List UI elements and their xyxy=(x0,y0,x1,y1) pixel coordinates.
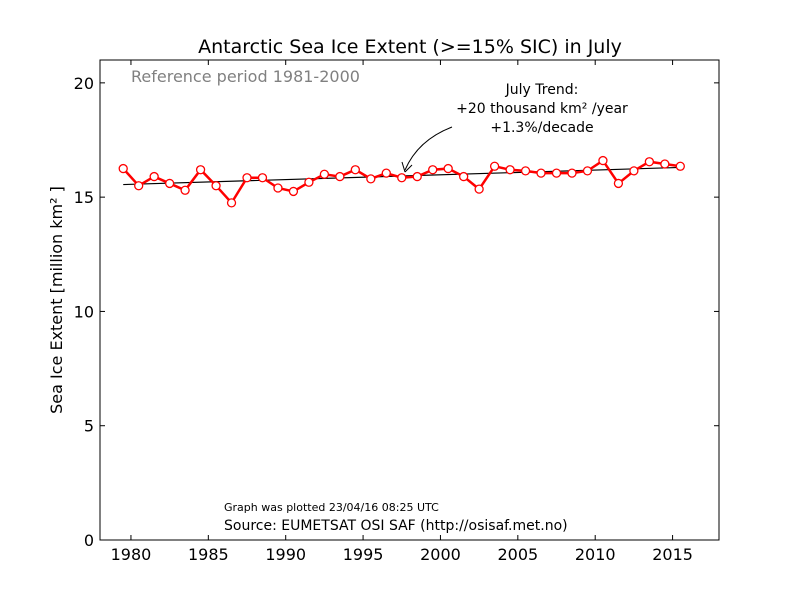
data-point xyxy=(629,166,639,176)
data-point xyxy=(412,171,422,182)
trend-title: July Trend: xyxy=(505,82,579,98)
y-axis-label: Sea Ice Extent [million km² ] xyxy=(47,186,66,414)
data-point xyxy=(443,163,453,174)
data-point xyxy=(381,168,391,178)
data-point xyxy=(273,183,283,193)
data-point xyxy=(428,165,438,175)
data-point xyxy=(520,166,531,176)
data-point xyxy=(505,165,515,175)
y-axis: 0 5 10 15 20 xyxy=(74,74,719,550)
trend-percent-label: +1.3%/decade xyxy=(490,120,593,136)
data-point xyxy=(211,181,221,191)
x-axis: 1980 1985 1990 1995 2000 2005 2010 2015 xyxy=(111,60,693,564)
data-points xyxy=(118,155,685,208)
data-point xyxy=(304,177,314,187)
x-tick-label: 2010 xyxy=(575,545,616,564)
x-tick-label: 1995 xyxy=(343,545,384,564)
data-point xyxy=(180,185,190,195)
data-point xyxy=(366,174,376,184)
plot-area xyxy=(99,59,720,541)
source-credit: Source: EUMETSAT OSI SAF (http://osisaf.… xyxy=(224,518,568,534)
x-tick-label: 1985 xyxy=(188,545,229,564)
data-point xyxy=(489,161,500,171)
data-point xyxy=(288,186,299,197)
data-point xyxy=(134,181,144,191)
data-point xyxy=(350,165,360,175)
data-point xyxy=(164,178,175,189)
x-tick-label: 2005 xyxy=(497,545,538,564)
data-point xyxy=(613,178,624,189)
y-tick-label: 10 xyxy=(74,302,94,321)
data-point xyxy=(675,161,685,171)
data-point xyxy=(397,173,407,183)
data-point xyxy=(567,168,577,178)
plotted-timestamp: Graph was plotted 23/04/16 08:25 UTC xyxy=(224,501,439,514)
x-tick-label: 1990 xyxy=(265,545,306,564)
trend-arrowhead xyxy=(401,161,413,173)
data-point xyxy=(582,166,593,176)
data-point xyxy=(598,155,608,166)
data-point xyxy=(644,157,655,167)
data-point xyxy=(536,168,546,178)
data-point xyxy=(149,171,159,182)
x-tick-label: 2000 xyxy=(420,545,461,564)
trend-rate-label: +20 thousand km² /year xyxy=(456,101,628,117)
data-point xyxy=(195,165,206,175)
x-tick-label: 1980 xyxy=(111,545,152,564)
x-tick-label: 2015 xyxy=(652,545,693,564)
chart-title: Antarctic Sea Ice Extent (>=15% SIC) in … xyxy=(198,36,622,58)
trend-arrow xyxy=(404,126,453,171)
data-point xyxy=(335,171,345,182)
data-point xyxy=(242,173,252,183)
y-tick-label: 15 xyxy=(74,188,94,207)
data-point xyxy=(257,173,268,183)
data-point xyxy=(319,169,330,179)
reference-period-label: Reference period 1981-2000 xyxy=(131,67,360,86)
data-point xyxy=(459,171,469,182)
data-point xyxy=(474,184,484,194)
y-tick-label: 5 xyxy=(84,417,94,436)
y-tick-label: 20 xyxy=(74,74,94,93)
data-point xyxy=(660,159,670,169)
data-point xyxy=(551,168,562,178)
y-tick-label: 0 xyxy=(84,531,94,550)
data-point xyxy=(226,198,237,208)
data-point xyxy=(118,163,128,174)
